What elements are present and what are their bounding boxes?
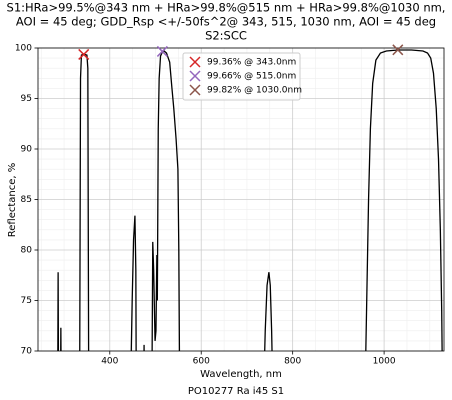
marker: [156, 45, 168, 57]
legend-marker: [189, 56, 201, 68]
marker: [78, 48, 90, 60]
legend-label: 99.36% @ 343.0nm: [207, 58, 296, 68]
y-tick-label: 90: [21, 145, 33, 155]
plot-frame: [37, 47, 445, 352]
y-tick-label: 70: [21, 347, 33, 357]
x-tick-label: 800: [284, 357, 301, 367]
legend-marker: [189, 70, 201, 82]
y-tick-label: 75: [21, 296, 32, 306]
y-tick-label: 80: [21, 246, 33, 256]
chart-title: S1:HRa>99.5%@343 nm + HRa>99.8%@515 nm +…: [7, 1, 446, 15]
y-tick-label: 95: [21, 94, 32, 104]
y-axis-label: Reflectance, %: [7, 163, 18, 238]
data-line: [57, 49, 443, 351]
legend-label: 99.66% @ 515.0nm: [207, 72, 296, 82]
chart-title: AOI = 45 deg; GDD_Rsp <+/-50fs^2@ 343, 5…: [16, 15, 436, 29]
footer: PO10277 Ra i45 S1: [188, 386, 284, 397]
x-axis-label: Wavelength, nm: [200, 369, 282, 380]
x-tick-label: 600: [193, 357, 210, 367]
x-tick-label: 400: [101, 357, 118, 367]
y-tick-label: 85: [21, 195, 32, 205]
chart-title: S2:SCC: [205, 29, 247, 43]
x-tick-label: 1000: [373, 357, 396, 367]
legend-label: 99.82% @ 1030.0nm: [207, 86, 302, 96]
marker: [392, 44, 404, 56]
legend-box: [182, 52, 301, 101]
legend-marker: [189, 84, 201, 96]
y-tick-label: 100: [15, 44, 32, 54]
plot-area: [57, 49, 443, 351]
